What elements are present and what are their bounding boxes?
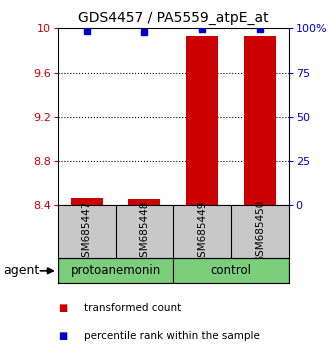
Text: GSM685447: GSM685447: [82, 200, 92, 264]
Text: GSM685450: GSM685450: [255, 200, 265, 263]
Bar: [71, 198, 103, 205]
Text: agent: agent: [3, 264, 40, 277]
Text: ■: ■: [58, 331, 67, 341]
Text: protoanemonin: protoanemonin: [70, 264, 161, 277]
Bar: [186, 36, 218, 205]
Text: GSM685449: GSM685449: [197, 200, 207, 264]
Text: GSM685448: GSM685448: [139, 200, 149, 264]
Text: control: control: [211, 264, 251, 277]
Text: transformed count: transformed count: [84, 303, 182, 313]
Bar: [128, 199, 160, 205]
Text: ■: ■: [58, 303, 67, 313]
Text: percentile rank within the sample: percentile rank within the sample: [84, 331, 260, 341]
Bar: [244, 36, 276, 205]
Title: GDS4457 / PA5559_atpE_at: GDS4457 / PA5559_atpE_at: [78, 11, 269, 24]
Bar: [173, 258, 289, 283]
Bar: [58, 258, 173, 283]
